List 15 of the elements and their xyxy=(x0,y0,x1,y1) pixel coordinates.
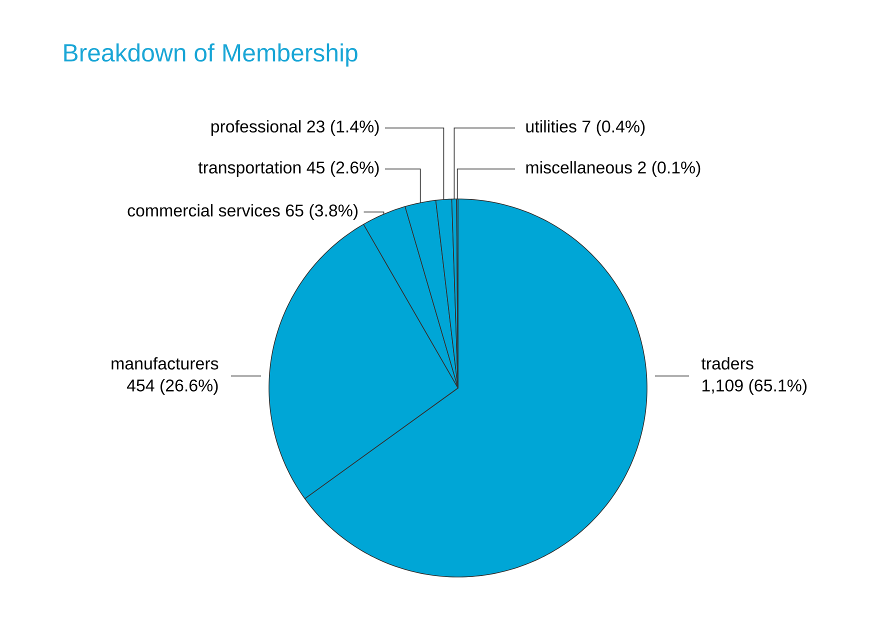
data-label: 2 (0.1%) xyxy=(638,161,700,177)
slice-label: commercial services xyxy=(128,204,280,217)
data-label: 45 (2.6%) xyxy=(306,161,379,177)
data-label: 65 (3.8%) xyxy=(286,204,358,220)
data-label: 7 (0.4%) xyxy=(582,120,645,136)
slice-label: transportation xyxy=(198,161,301,177)
slice-label: manufacturers xyxy=(112,357,218,370)
data-label: 1,109 (65.1%) xyxy=(702,379,807,395)
data-label: 454 (26.6%) xyxy=(126,379,218,395)
slice-label: miscellaneous xyxy=(526,161,632,174)
slice-label: professional xyxy=(211,120,301,136)
slice-label: utilities xyxy=(526,120,576,133)
data-label: 23 (1.4%) xyxy=(307,120,379,136)
chart-title: Breakdown of Membership xyxy=(64,43,358,67)
slice-label: traders xyxy=(701,357,754,370)
